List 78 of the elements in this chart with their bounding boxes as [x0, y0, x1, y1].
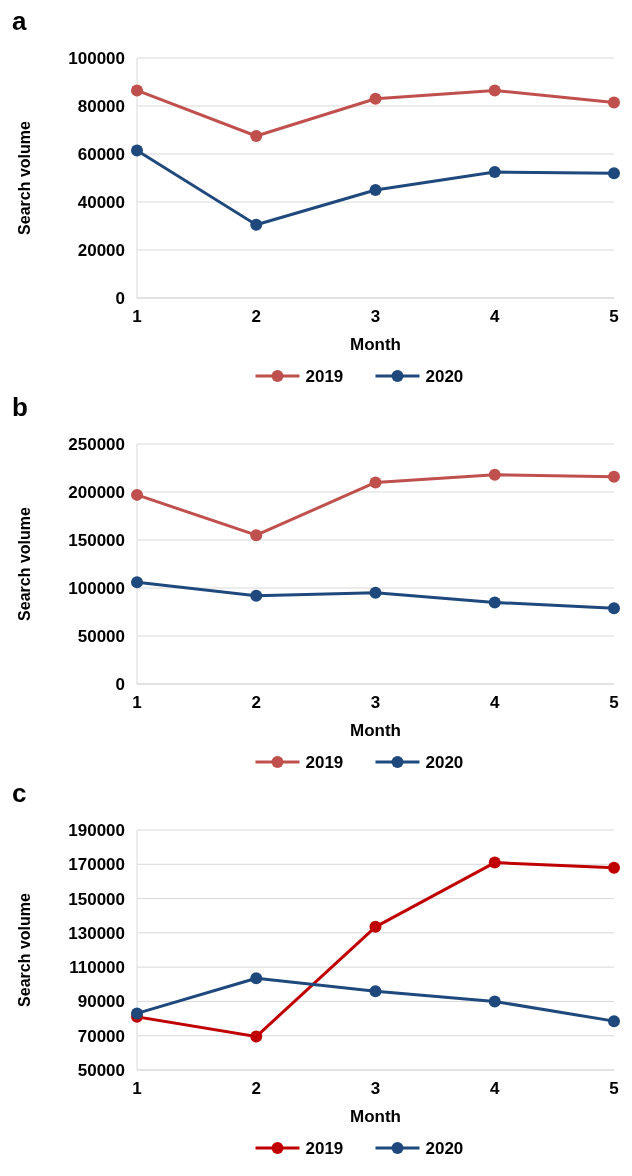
y-tick-label: 200000 [68, 482, 125, 502]
point [131, 488, 143, 501]
x-tick-label: 4 [490, 693, 501, 712]
y-tick-label: 90000 [77, 992, 125, 1012]
point [250, 589, 263, 602]
y-axis-title: Search volume [16, 120, 33, 235]
point [131, 576, 143, 589]
y-tick-label: 0 [115, 288, 125, 308]
y-tick-label: 40000 [77, 192, 125, 212]
x-tick-label: 3 [370, 1079, 381, 1098]
x-tick-label: 3 [370, 693, 381, 712]
point [369, 920, 382, 933]
y-tick-label: 50000 [77, 626, 125, 646]
chart-title: a [12, 6, 27, 36]
point [488, 468, 501, 481]
legend-label: 2020 [425, 367, 464, 386]
y-tick-label: 100000 [68, 48, 125, 68]
x-tick-label: 1 [132, 307, 142, 326]
y-tick-label: 20000 [77, 240, 125, 260]
x-axis-title: Month [350, 335, 401, 354]
legend-label: 2020 [425, 753, 464, 772]
point [488, 596, 501, 609]
x-tick-label: 2 [251, 307, 261, 326]
point [369, 184, 382, 196]
point [608, 861, 620, 874]
y-tick-label: 150000 [68, 889, 125, 909]
point [131, 84, 143, 97]
y-tick-label: 190000 [68, 820, 125, 840]
point [131, 144, 143, 157]
y-tick-label: 250000 [68, 434, 125, 454]
chart-title: b [12, 392, 28, 422]
x-tick-label: 5 [609, 307, 619, 326]
y-tick-label: 130000 [68, 923, 125, 943]
y-axis-title: Search volume [16, 506, 33, 621]
legend-label: 2019 [305, 367, 344, 386]
point [488, 84, 501, 97]
y-tick-label: 80000 [77, 96, 125, 116]
x-axis-title: Month [350, 1107, 401, 1126]
x-tick-label: 1 [132, 1079, 142, 1098]
y-tick-label: 170000 [68, 855, 125, 875]
point [608, 1015, 620, 1028]
point [488, 166, 501, 178]
y-tick-label: 110000 [69, 958, 125, 978]
x-tick-label: 4 [490, 307, 501, 326]
x-tick-label: 2 [251, 1079, 261, 1098]
x-tick-label: 1 [132, 693, 142, 712]
x-tick-label: 4 [490, 1079, 501, 1098]
y-tick-label: 50000 [77, 1060, 125, 1080]
point [488, 856, 501, 869]
legend-label: 2019 [305, 1139, 344, 1158]
point [369, 476, 382, 489]
point [250, 972, 263, 985]
x-axis-title: Month [350, 721, 401, 740]
legend-label: 2020 [425, 1139, 464, 1158]
y-tick-label: 70000 [77, 1026, 125, 1046]
point [608, 96, 620, 109]
point [369, 92, 382, 105]
point [369, 985, 382, 998]
legend-label: 2019 [305, 753, 344, 772]
y-tick-label: 100000 [68, 578, 125, 598]
y-tick-label: 60000 [77, 144, 125, 164]
point [608, 470, 620, 483]
y-tick-label: 150000 [68, 530, 125, 550]
point [250, 529, 263, 542]
point [250, 1030, 263, 1043]
point [369, 586, 382, 599]
point [488, 995, 501, 1008]
point [250, 218, 263, 231]
y-tick-label: 0 [115, 674, 125, 694]
x-tick-label: 2 [251, 693, 261, 712]
point [608, 602, 620, 615]
point [250, 130, 263, 142]
x-tick-label: 5 [609, 693, 619, 712]
x-tick-label: 3 [370, 307, 381, 326]
y-axis-title: Search volume [16, 892, 33, 1007]
x-tick-label: 5 [609, 1079, 619, 1098]
chart-title: c [12, 778, 27, 808]
point [608, 167, 620, 180]
